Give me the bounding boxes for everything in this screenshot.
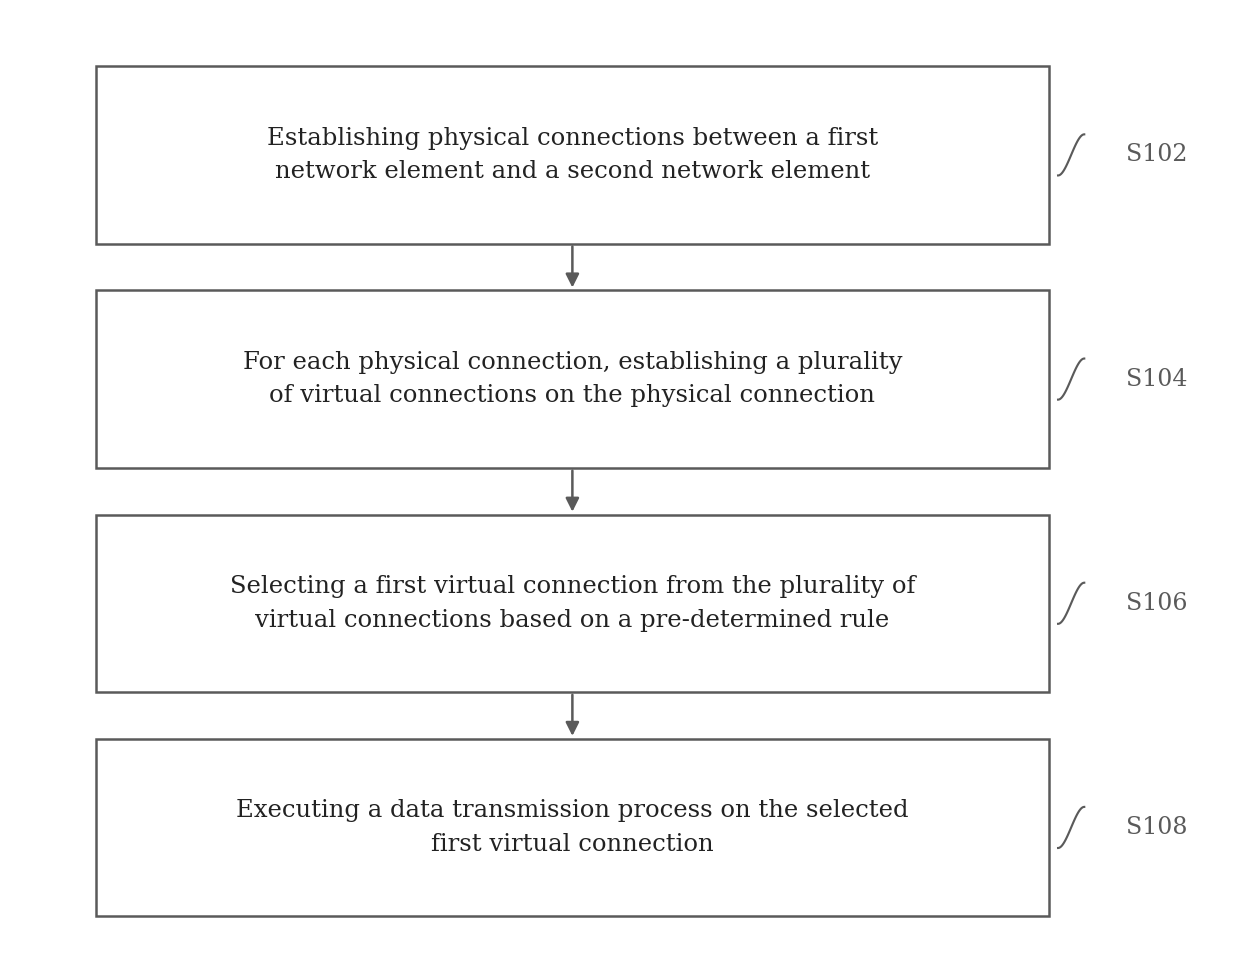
Text: Selecting a first virtual connection from the plurality of
virtual connections b: Selecting a first virtual connection fro…: [229, 575, 915, 631]
FancyBboxPatch shape: [97, 290, 1049, 468]
FancyBboxPatch shape: [97, 515, 1049, 692]
Text: S106: S106: [1126, 592, 1188, 615]
FancyBboxPatch shape: [97, 66, 1049, 243]
Text: For each physical connection, establishing a plurality
of virtual connections on: For each physical connection, establishi…: [243, 350, 903, 408]
Text: S102: S102: [1126, 143, 1188, 166]
Text: Executing a data transmission process on the selected
first virtual connection: Executing a data transmission process on…: [236, 799, 909, 856]
FancyBboxPatch shape: [97, 739, 1049, 917]
Text: Establishing physical connections between a first
network element and a second n: Establishing physical connections betwee…: [267, 126, 878, 183]
Text: S104: S104: [1126, 368, 1188, 390]
Text: S108: S108: [1126, 816, 1188, 839]
